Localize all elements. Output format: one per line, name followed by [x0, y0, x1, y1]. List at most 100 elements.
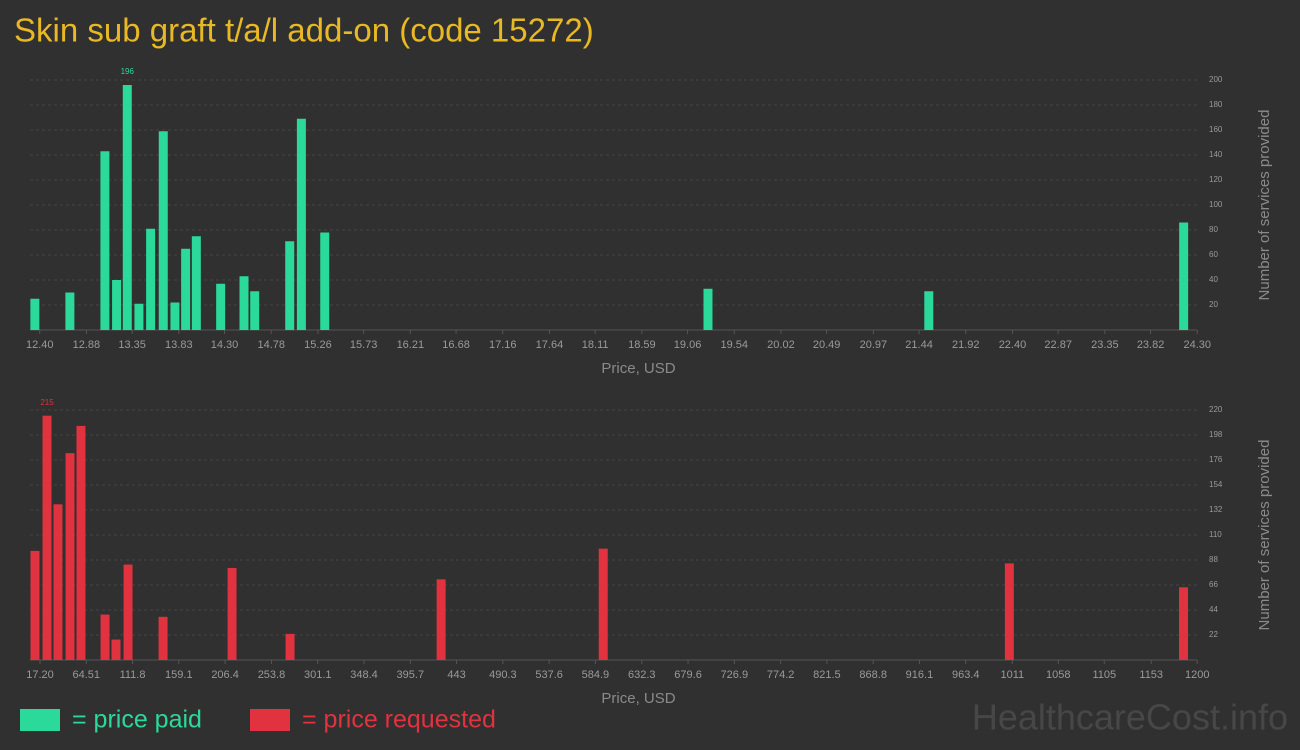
bar: [181, 248, 191, 330]
legend-swatch: [20, 709, 60, 731]
x-tick-label: 963.4: [952, 669, 980, 681]
legend-swatch: [250, 709, 290, 731]
x-tick-label: 20.02: [767, 339, 795, 351]
y-tick-label: 120: [1209, 175, 1223, 184]
x-tick-label: 14.78: [257, 339, 285, 351]
bar: [42, 415, 52, 660]
peak-label: 215: [40, 398, 54, 407]
y-tick-label: 132: [1209, 505, 1223, 514]
x-tick-label: 1058: [1046, 669, 1070, 681]
bar: [239, 276, 249, 330]
bar: [134, 303, 144, 330]
x-tick-label: 18.59: [628, 339, 656, 351]
y-tick-label: 198: [1209, 430, 1223, 439]
bar: [30, 550, 40, 660]
y-tick-label: 110: [1209, 530, 1222, 539]
y-tick-label: 140: [1209, 150, 1223, 159]
x-tick-label: 12.88: [73, 339, 101, 351]
bar: [285, 241, 295, 330]
x-tick-label: 868.8: [859, 669, 887, 681]
x-tick-label: 916.1: [906, 669, 934, 681]
bar: [320, 232, 330, 330]
x-tick-label: 14.30: [211, 339, 239, 351]
y-tick-label: 22: [1209, 630, 1218, 639]
x-tick-label: 443: [447, 669, 465, 681]
x-tick-label: 21.92: [952, 339, 980, 351]
x-tick-label: 20.97: [860, 339, 888, 351]
y-tick-label: 200: [1209, 75, 1223, 84]
x-tick-label: 301.1: [304, 669, 332, 681]
bar: [1179, 222, 1189, 330]
y-axis-label: Number of services provided: [1256, 440, 1273, 631]
bar: [100, 614, 110, 660]
x-tick-label: 537.6: [535, 669, 563, 681]
bar: [30, 298, 40, 330]
x-tick-label: 1200: [1185, 669, 1209, 681]
x-tick-label: 111.8: [120, 669, 146, 681]
x-tick-label: 348.4: [350, 669, 378, 681]
chart-title: Skin sub graft t/a/l add-on (code 15272): [14, 12, 594, 49]
x-axis-label: Price, USD: [601, 690, 675, 707]
x-tick-label: 16.68: [442, 339, 470, 351]
x-tick-label: 22.87: [1044, 339, 1072, 351]
y-axis-label: Number of services provided: [1256, 110, 1273, 301]
bar: [122, 85, 132, 330]
y-tick-label: 44: [1209, 605, 1218, 614]
y-tick-label: 40: [1209, 275, 1218, 284]
y-tick-label: 66: [1209, 580, 1218, 589]
x-tick-label: 64.51: [73, 669, 101, 681]
bar: [65, 292, 75, 330]
x-tick-label: 13.35: [118, 339, 146, 351]
bar: [158, 616, 168, 660]
x-tick-label: 22.40: [999, 339, 1027, 351]
watermark: HealthcareCost.info: [972, 697, 1288, 738]
x-tick-label: 159.1: [165, 669, 193, 681]
bar: [296, 118, 306, 330]
bar: [146, 228, 156, 330]
x-tick-label: 726.9: [721, 669, 749, 681]
y-tick-label: 20: [1209, 300, 1218, 309]
peak-label: 196: [121, 67, 135, 76]
x-tick-label: 18.11: [582, 339, 609, 351]
bar: [216, 283, 226, 330]
bar: [1179, 587, 1189, 660]
x-tick-label: 206.4: [211, 669, 239, 681]
x-tick-label: 1153: [1139, 669, 1163, 681]
x-tick-label: 17.20: [26, 669, 54, 681]
x-tick-label: 15.26: [304, 339, 332, 351]
bar: [227, 567, 237, 660]
x-tick-label: 632.3: [628, 669, 656, 681]
x-tick-label: 16.21: [397, 339, 425, 351]
y-tick-label: 176: [1209, 455, 1223, 464]
bar: [924, 291, 934, 330]
x-tick-label: 23.35: [1091, 339, 1119, 351]
x-tick-label: 253.8: [258, 669, 286, 681]
bar: [158, 131, 168, 330]
x-tick-label: 24.30: [1184, 339, 1212, 351]
bar: [65, 453, 75, 660]
x-tick-label: 15.73: [350, 339, 378, 351]
x-tick-label: 679.6: [674, 669, 702, 681]
x-tick-label: 490.3: [489, 669, 517, 681]
bar: [111, 639, 121, 660]
bar: [170, 302, 180, 330]
bar: [1004, 563, 1014, 660]
x-tick-label: 395.7: [397, 669, 425, 681]
bar: [76, 425, 86, 660]
y-tick-label: 154: [1209, 480, 1223, 489]
x-tick-label: 21.44: [905, 339, 933, 351]
x-tick-label: 1105: [1092, 669, 1116, 681]
x-tick-label: 821.5: [813, 669, 841, 681]
y-tick-label: 100: [1209, 200, 1223, 209]
y-tick-label: 180: [1209, 100, 1223, 109]
y-tick-label: 220: [1209, 405, 1223, 414]
legend-label: = price paid: [72, 706, 202, 734]
x-tick-label: 20.49: [813, 339, 841, 351]
y-tick-label: 60: [1209, 250, 1218, 259]
bar: [112, 280, 122, 330]
bar: [191, 236, 201, 330]
x-tick-label: 584.9: [582, 669, 610, 681]
